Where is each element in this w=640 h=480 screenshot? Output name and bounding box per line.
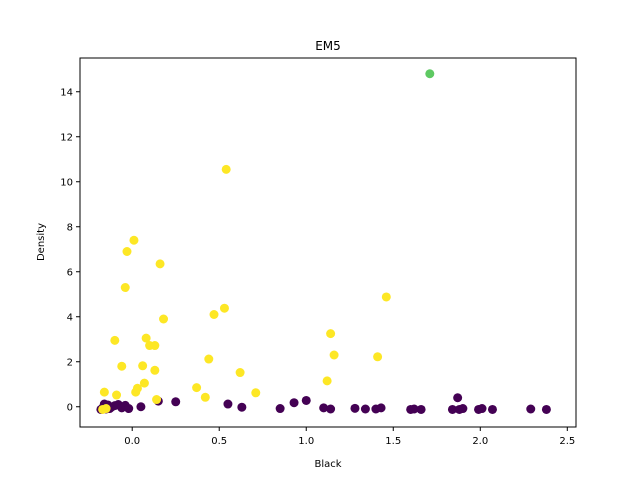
y-tick-label: 4	[67, 312, 73, 323]
scatter-point	[360, 404, 370, 414]
scatter-point	[132, 383, 142, 393]
scatter-point	[204, 354, 214, 364]
scatter-point	[221, 164, 231, 174]
scatter-point	[192, 383, 202, 393]
scatter-point	[159, 314, 169, 324]
scatter-point	[209, 310, 219, 319]
x-tick-label: 1.5	[385, 436, 401, 447]
scatter-point	[381, 292, 391, 302]
scatter-point	[541, 404, 551, 414]
scatter-point	[237, 402, 247, 412]
y-axis-label: Density	[36, 223, 47, 261]
scatter-point	[322, 376, 332, 386]
scatter-point	[425, 69, 435, 79]
scatter-point	[453, 393, 463, 403]
y-tick-label: 8	[67, 222, 73, 233]
scatter-point	[458, 404, 468, 414]
y-tick-label: 10	[60, 177, 73, 188]
scatter-point	[171, 397, 181, 407]
x-tick-label: 0.0	[124, 436, 140, 447]
scatter-point	[120, 283, 130, 292]
scatter-point	[223, 399, 233, 409]
scatter-point	[376, 403, 386, 413]
y-tick-label: 6	[67, 267, 73, 278]
scatter-point	[117, 361, 127, 371]
scatter-point	[136, 402, 146, 412]
plot-frame	[79, 57, 577, 428]
x-axis-label: Black	[314, 459, 341, 470]
data-points	[96, 69, 551, 414]
scatter-point	[447, 404, 457, 414]
scatter-point	[155, 259, 165, 269]
scatter-point	[152, 395, 162, 405]
x-tick-label: 2.5	[559, 436, 575, 447]
scatter-point	[150, 365, 160, 375]
axis-ticks: 0.0 0.5 1.0 1.5 2.0 2.5 0 2 4 6 8 10 12 14	[60, 87, 575, 447]
y-tick-label: 14	[60, 87, 73, 98]
y-tick-label: 0	[67, 402, 73, 413]
scatter-point	[350, 403, 360, 413]
scatter-point	[122, 247, 132, 256]
scatter-point	[409, 404, 419, 414]
scatter-point	[326, 329, 336, 339]
scatter-point	[124, 404, 134, 414]
chart-title: EM5	[315, 39, 341, 53]
scatter-point	[329, 350, 339, 360]
scatter-point	[129, 235, 139, 245]
scatter-point	[235, 368, 245, 378]
scatter-point	[141, 333, 151, 343]
y-tick-label: 12	[60, 132, 73, 143]
scatter-point	[138, 361, 148, 371]
scatter-point	[373, 352, 383, 362]
scatter-point	[251, 388, 261, 398]
scatter-point	[319, 403, 329, 413]
scatter-point	[150, 341, 160, 351]
scatter-point	[112, 390, 122, 400]
scatter-point	[275, 404, 285, 414]
scatter-point	[326, 404, 336, 414]
scatter-point	[101, 404, 111, 414]
scatter-point	[416, 404, 426, 414]
x-tick-label: 0.5	[211, 436, 227, 447]
scatter-point	[219, 303, 229, 313]
scatter-point	[477, 404, 487, 414]
scatter-point	[487, 404, 497, 414]
scatter-point	[110, 335, 120, 345]
scatter-point	[526, 404, 536, 414]
scatter-point	[289, 398, 299, 408]
x-tick-label: 2.0	[472, 436, 488, 447]
y-tick-label: 2	[67, 357, 73, 368]
scatter-point	[200, 392, 210, 402]
scatter-point	[301, 395, 311, 405]
x-tick-label: 1.0	[298, 436, 314, 447]
scatter-point	[99, 387, 109, 397]
scatter-point	[139, 378, 149, 388]
